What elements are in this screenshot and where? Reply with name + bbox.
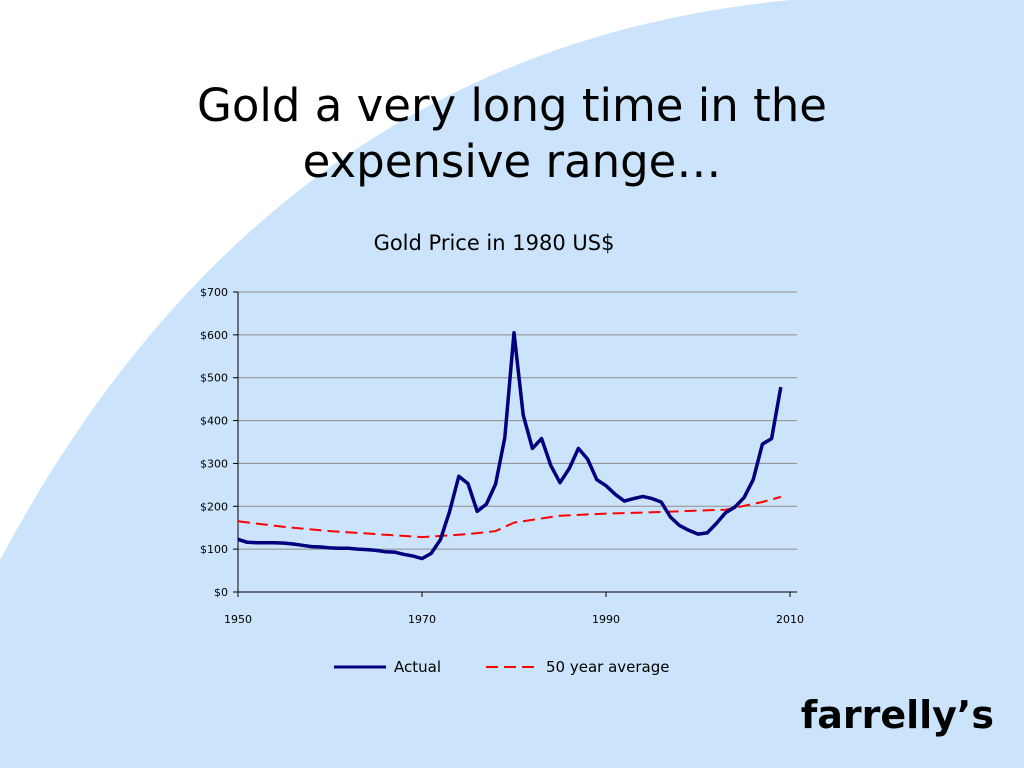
series-line-actual: [237, 330, 783, 561]
slide-title-line2: expensive range…: [302, 135, 722, 188]
y-tick-label: $200: [200, 500, 228, 513]
slide-title-line1: Gold a very long time in the: [197, 79, 827, 132]
y-tick-label: $0: [214, 586, 228, 599]
x-axis-labels: 1950 1970 1990 2010: [224, 613, 804, 626]
y-tick-label: $400: [200, 415, 228, 428]
legend-label-actual: Actual: [394, 658, 441, 676]
legend-label-average: 50 year average: [546, 658, 670, 676]
x-tick-label: 1950: [224, 613, 252, 626]
slide-title: Gold a very long time in the expensive r…: [62, 78, 962, 190]
y-tick-label: $100: [200, 543, 228, 556]
x-tick-label: 2010: [776, 613, 804, 626]
axes: [233, 291, 797, 597]
x-tick-label: 1970: [408, 613, 436, 626]
y-tick-label: $600: [200, 329, 228, 342]
series-line-50-year-average: [237, 495, 782, 539]
brand-logo: farrelly’s: [800, 693, 994, 737]
legend-item-actual: Actual: [334, 658, 441, 676]
legend-swatch-actual: [334, 665, 386, 669]
y-tick-label: $700: [200, 286, 228, 299]
chart-title: Gold Price in 1980 US$: [373, 231, 615, 255]
x-tick-label: 1990: [592, 613, 620, 626]
y-tick-label: $300: [200, 457, 228, 470]
y-axis-labels: $0 $100 $200 $300 $400 $500 $600 $700: [200, 286, 228, 599]
series-lines: [237, 330, 783, 561]
legend-item-average: 50 year average: [486, 658, 670, 676]
legend-swatch-average: [486, 666, 538, 668]
legend: Actual 50 year average: [320, 658, 720, 682]
y-tick-label: $500: [200, 372, 228, 385]
